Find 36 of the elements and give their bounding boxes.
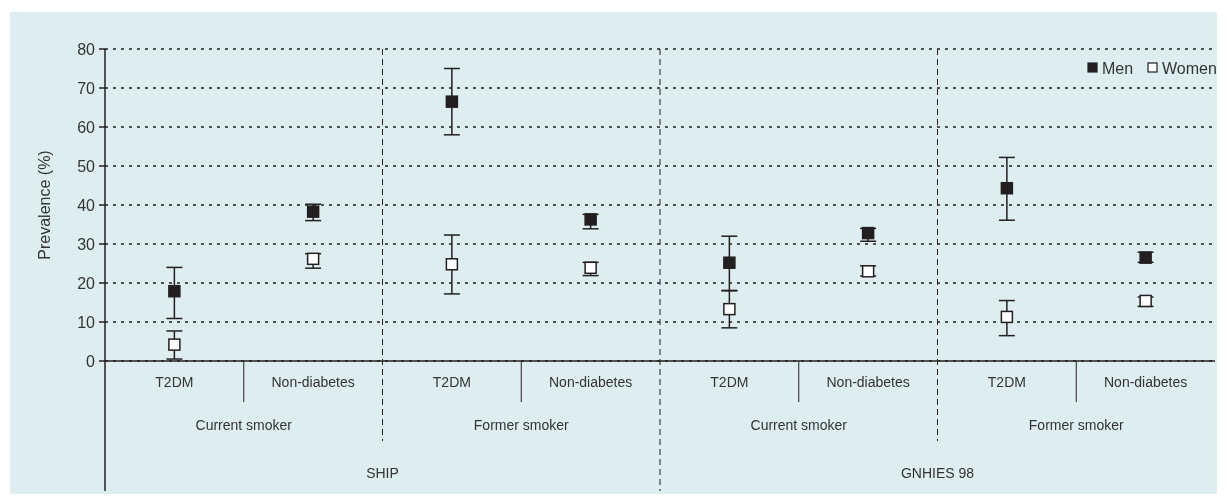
point (445, 95, 459, 108)
text: SHIP (366, 464, 399, 481)
point (584, 213, 597, 226)
y-tick-label: 10 (77, 313, 96, 331)
x-tick-label: Non-diabetes (826, 373, 910, 390)
y-tick-label: 0 (86, 352, 96, 370)
y-axis-title: Prevalence (%) (36, 150, 53, 260)
point (1000, 310, 1014, 324)
text: Former smoker (473, 416, 570, 433)
legend-label: Men (1102, 59, 1134, 77)
x-tick-label: Non-diabetes (548, 373, 633, 390)
text: Current smoker (195, 416, 293, 433)
text: Current smoker (750, 416, 848, 433)
y-tick-label: 70 (77, 79, 96, 97)
y-tick-label: 40 (77, 196, 96, 214)
point (445, 258, 459, 271)
y-tick-label: 60 (77, 118, 96, 136)
point (168, 338, 181, 351)
legend-label: Women (1162, 59, 1217, 77)
x-tick-label: Non-diabetes (1103, 373, 1188, 390)
x-tick-label: T2DM (710, 373, 749, 390)
x-tick-label: T2DM (155, 373, 194, 390)
y-tick-label: 80 (77, 40, 96, 58)
point (723, 302, 736, 316)
y-tick-label: 30 (77, 235, 96, 253)
y-tick-label: 20 (77, 274, 96, 292)
x-tick-label: Non-diabetes (271, 373, 355, 390)
y-tick-label: 50 (77, 157, 96, 175)
point (723, 256, 736, 269)
point (168, 284, 181, 298)
text: GNHIES 98 (900, 464, 975, 481)
point (1000, 181, 1014, 195)
text: Former smoker (1028, 416, 1125, 433)
x-tick-label: T2DM (432, 373, 471, 390)
x-tick-label: T2DM (987, 373, 1026, 390)
point (306, 205, 320, 218)
